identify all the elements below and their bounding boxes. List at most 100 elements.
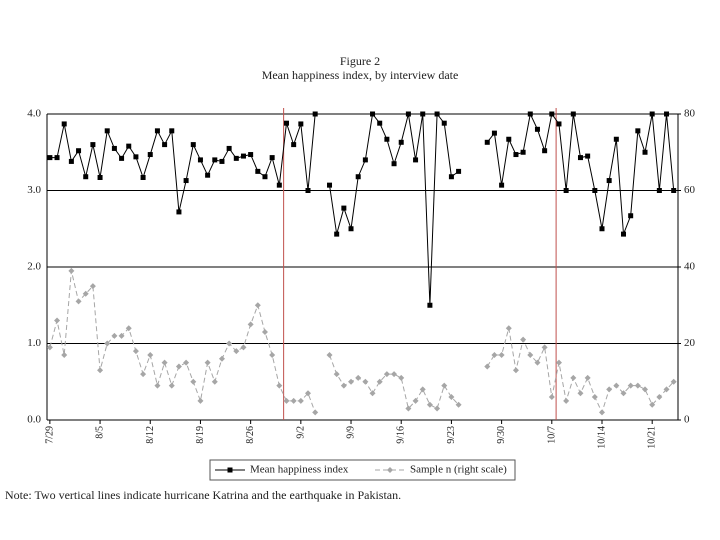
- marker: [599, 226, 605, 232]
- y-tick-label: 0.0: [27, 414, 41, 426]
- marker: [290, 397, 297, 404]
- marker: [513, 152, 519, 158]
- marker: [621, 231, 627, 237]
- x-tick-label: 9/2: [295, 426, 306, 439]
- marker: [283, 397, 290, 404]
- marker: [413, 157, 419, 163]
- marker: [126, 143, 132, 149]
- marker: [412, 397, 419, 404]
- x-tick-label: 8/5: [95, 426, 106, 439]
- marker: [370, 111, 376, 117]
- marker: [233, 155, 239, 161]
- marker: [362, 378, 369, 385]
- marker: [54, 317, 61, 324]
- x-tick-label: 9/9: [346, 426, 357, 439]
- marker: [54, 155, 60, 161]
- marker: [326, 351, 333, 358]
- marker: [46, 344, 53, 351]
- marker: [498, 351, 505, 358]
- marker: [97, 174, 103, 180]
- marker: [175, 363, 182, 370]
- y-tick-label: 3.0: [27, 184, 41, 196]
- marker: [426, 401, 433, 408]
- marker: [520, 336, 527, 343]
- y2-tick-label: 80: [684, 108, 696, 120]
- marker: [89, 283, 96, 290]
- marker: [61, 351, 68, 358]
- marker: [649, 401, 656, 408]
- marker: [154, 128, 160, 134]
- marker: [162, 142, 168, 148]
- marker: [434, 405, 441, 412]
- chart-subtitle: Mean happiness index, by interview date: [262, 68, 459, 82]
- marker: [305, 188, 311, 193]
- marker: [377, 120, 383, 126]
- x-tick-label: 10/21: [647, 426, 658, 449]
- marker: [283, 120, 289, 126]
- marker: [240, 153, 246, 159]
- x-tick-label: 7/29: [44, 426, 55, 444]
- x-tick-label: 9/23: [446, 426, 457, 444]
- marker: [383, 371, 390, 378]
- marker: [355, 374, 362, 381]
- marker: [240, 344, 247, 351]
- marker: [176, 209, 182, 215]
- marker: [555, 359, 562, 366]
- x-tick-label: 10/7: [546, 426, 557, 444]
- marker: [419, 386, 426, 393]
- marker: [649, 111, 655, 117]
- marker: [613, 382, 620, 389]
- marker: [205, 172, 211, 178]
- marker: [348, 226, 354, 232]
- x-tick-label: 9/30: [496, 426, 507, 444]
- marker: [642, 386, 649, 393]
- marker: [276, 382, 283, 389]
- marker: [563, 188, 569, 193]
- marker: [520, 149, 526, 155]
- marker: [97, 367, 104, 374]
- marker: [291, 142, 297, 148]
- marker: [90, 142, 96, 148]
- marker: [527, 351, 534, 358]
- marker: [76, 148, 82, 154]
- legend-label: Mean happiness index: [250, 464, 349, 476]
- y-tick-label: 4.0: [27, 108, 41, 120]
- marker: [613, 136, 619, 142]
- marker: [441, 382, 448, 389]
- marker: [262, 174, 268, 180]
- marker: [247, 321, 254, 328]
- marker: [570, 374, 577, 381]
- y2-tick-label: 20: [684, 337, 696, 349]
- marker: [190, 378, 197, 385]
- marker: [140, 174, 146, 180]
- marker: [190, 142, 196, 148]
- marker: [355, 174, 361, 180]
- marker: [491, 351, 498, 358]
- marker: [448, 174, 454, 180]
- marker: [305, 390, 312, 397]
- marker: [168, 382, 175, 389]
- marker: [226, 145, 232, 151]
- marker: [140, 371, 147, 378]
- marker: [183, 359, 190, 366]
- x-tick-label: 8/19: [195, 426, 206, 444]
- marker: [606, 178, 612, 184]
- marker: [434, 111, 440, 117]
- marker: [348, 378, 355, 385]
- marker: [505, 325, 512, 332]
- marker: [211, 378, 218, 385]
- y2-tick-label: 60: [684, 184, 696, 196]
- marker: [671, 188, 677, 193]
- marker: [570, 111, 576, 117]
- marker: [549, 111, 555, 117]
- marker: [577, 155, 583, 161]
- note: Note: Two vertical lines indicate hurric…: [5, 488, 401, 502]
- marker: [598, 409, 605, 416]
- series-line: [49, 112, 675, 306]
- marker: [147, 351, 154, 358]
- marker: [456, 168, 462, 174]
- y-tick-label: 1.0: [27, 337, 41, 349]
- y2-tick-label: 40: [684, 261, 696, 273]
- marker: [254, 302, 261, 309]
